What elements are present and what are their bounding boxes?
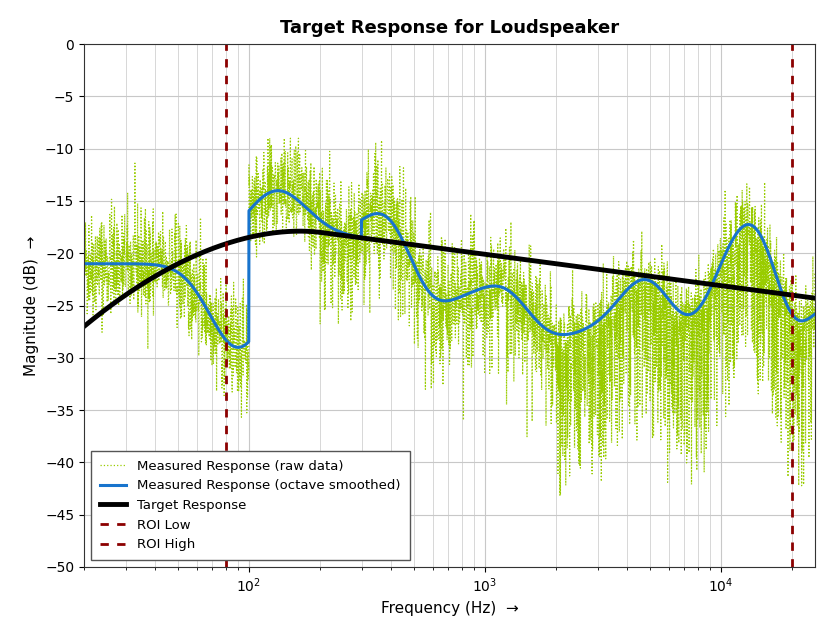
Measured Response (octave smoothed) bbox=[273, 187, 283, 195]
Line: Measured Response (raw data): Measured Response (raw data) bbox=[84, 138, 815, 495]
Measured Response (raw data) bbox=[717, 266, 727, 274]
Target Response bbox=[79, 323, 89, 330]
Line: Measured Response (octave smoothed): Measured Response (octave smoothed) bbox=[84, 191, 815, 347]
Measured Response (octave smoothed) bbox=[717, 258, 727, 265]
Measured Response (octave smoothed) bbox=[206, 312, 216, 320]
ROI Low bbox=[221, 40, 231, 48]
Target Response bbox=[162, 266, 172, 273]
Target Response bbox=[795, 292, 806, 300]
Measured Response (octave smoothed) bbox=[795, 317, 806, 324]
Measured Response (raw data) bbox=[79, 247, 89, 255]
Y-axis label: Magnitude (dB)  →: Magnitude (dB) → bbox=[24, 236, 39, 375]
Measured Response (raw data) bbox=[206, 356, 216, 364]
Target Response bbox=[360, 234, 370, 242]
ROI Low bbox=[221, 30, 231, 37]
Measured Response (octave smoothed) bbox=[79, 260, 89, 268]
Measured Response (octave smoothed) bbox=[391, 225, 402, 232]
Measured Response (octave smoothed) bbox=[810, 311, 820, 318]
Target Response bbox=[295, 227, 305, 235]
Measured Response (raw data) bbox=[391, 201, 402, 209]
Line: Target Response: Target Response bbox=[84, 231, 815, 326]
Target Response bbox=[810, 294, 820, 302]
Title: Target Response for Loudspeaker: Target Response for Loudspeaker bbox=[280, 19, 619, 37]
Measured Response (raw data) bbox=[162, 257, 172, 265]
Measured Response (raw data) bbox=[810, 268, 820, 276]
Measured Response (octave smoothed) bbox=[162, 263, 172, 271]
Target Response bbox=[391, 239, 402, 246]
Measured Response (raw data) bbox=[360, 196, 370, 203]
Measured Response (octave smoothed) bbox=[360, 214, 370, 222]
Legend: Measured Response (raw data), Measured Response (octave smoothed), Target Respon: Measured Response (raw data), Measured R… bbox=[91, 450, 410, 561]
Measured Response (raw data) bbox=[263, 134, 273, 142]
ROI High bbox=[787, 40, 797, 48]
Measured Response (raw data) bbox=[555, 491, 565, 499]
ROI High bbox=[787, 30, 797, 37]
Measured Response (raw data) bbox=[795, 316, 806, 323]
Target Response bbox=[717, 282, 727, 290]
Measured Response (octave smoothed) bbox=[234, 343, 244, 351]
X-axis label: Frequency (Hz)  →: Frequency (Hz) → bbox=[381, 601, 518, 616]
Target Response bbox=[206, 246, 216, 253]
